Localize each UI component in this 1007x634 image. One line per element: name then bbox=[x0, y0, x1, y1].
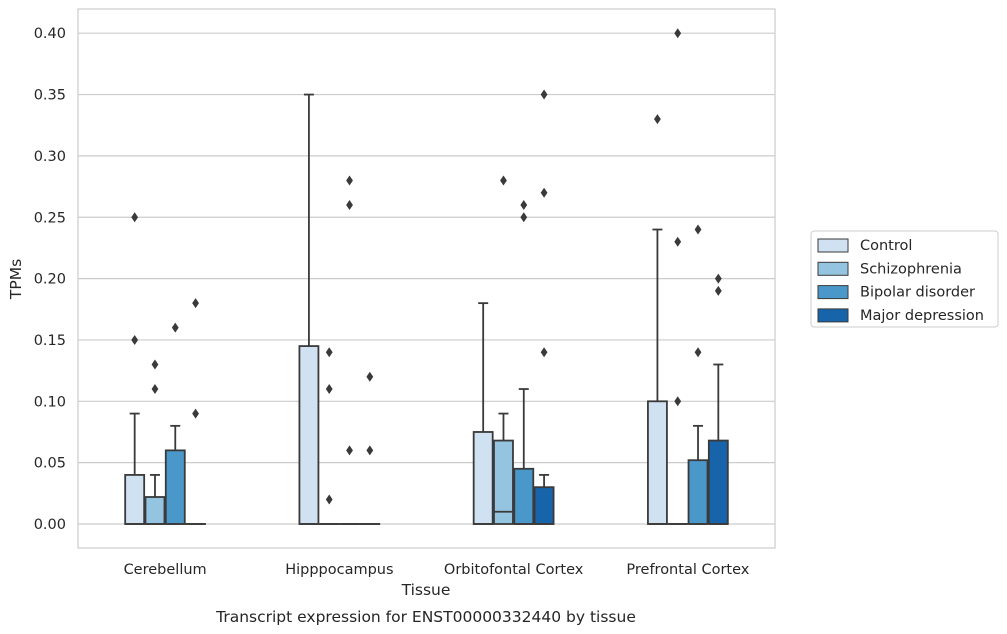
outlier-point bbox=[192, 408, 199, 419]
box-body bbox=[472, 431, 494, 525]
legend-label: Bipolar disorder bbox=[860, 285, 975, 301]
outlier-point bbox=[346, 445, 353, 456]
grid-lines bbox=[78, 32, 775, 525]
x-tick-label: Prefrontal Cortex bbox=[626, 562, 749, 578]
box-body bbox=[164, 449, 186, 525]
legend-label: Control bbox=[860, 238, 912, 254]
y-tick-label: 0.05 bbox=[34, 456, 66, 472]
y-tick-label: 0.25 bbox=[34, 210, 66, 226]
legend-label: Schizophrenia bbox=[860, 261, 962, 277]
legend-swatch bbox=[817, 261, 849, 276]
y-tick-label: 0.10 bbox=[34, 394, 66, 410]
x-tick-label: Hipppocampus bbox=[285, 562, 393, 578]
box-body bbox=[144, 496, 166, 525]
box-body bbox=[707, 439, 729, 525]
x-tick-label: Orbitofontal Cortex bbox=[444, 562, 584, 578]
legend: Control Schizophrenia Bipolar disorder Majo… bbox=[810, 230, 999, 328]
outlier-point bbox=[654, 114, 661, 125]
chart-caption: Transcript expression for ENST0000033244… bbox=[215, 608, 636, 626]
outlier-point bbox=[694, 347, 702, 358]
outlier-point bbox=[366, 445, 374, 456]
x-axis-label: Tissue bbox=[401, 581, 451, 599]
outlier-point bbox=[325, 494, 333, 505]
y-tick-label: 0.20 bbox=[34, 272, 66, 288]
y-axis-label: TPMs bbox=[7, 259, 25, 300]
series-control bbox=[124, 93, 668, 525]
outlier-point bbox=[540, 89, 548, 100]
outlier-point bbox=[674, 396, 682, 407]
outlier-point bbox=[520, 199, 528, 210]
box-body bbox=[124, 474, 146, 525]
outlier-point bbox=[131, 334, 139, 345]
x-tick-labels: Cerebellum Hipppocampus Orbitofontal Corte… bbox=[124, 562, 750, 578]
outlier-point bbox=[325, 384, 333, 395]
outlier-point bbox=[171, 322, 179, 333]
series-schizophrenia bbox=[144, 28, 689, 525]
y-tick-label: 0.40 bbox=[34, 26, 66, 42]
outlier-point bbox=[540, 347, 548, 358]
box-body bbox=[298, 345, 320, 525]
outlier-point bbox=[131, 212, 139, 223]
legend-label: Major depression bbox=[860, 308, 984, 324]
outlier-point bbox=[192, 298, 199, 309]
series-major-depression bbox=[185, 89, 729, 525]
outlier-point bbox=[674, 28, 682, 39]
legend-frame bbox=[810, 230, 999, 328]
outlier-point bbox=[346, 199, 353, 210]
outlier-point bbox=[714, 285, 722, 296]
outlier-point bbox=[346, 175, 353, 186]
legend-swatch bbox=[817, 238, 849, 253]
outlier-point bbox=[151, 384, 159, 395]
y-tick-label: 0.30 bbox=[34, 149, 66, 165]
box-body bbox=[533, 486, 555, 525]
box-body bbox=[687, 459, 709, 525]
outlier-point bbox=[325, 347, 333, 358]
outlier-point bbox=[694, 224, 702, 235]
y-tick-label: 0.15 bbox=[34, 333, 66, 349]
plot-area-frame bbox=[77, 8, 776, 549]
outlier-point bbox=[500, 175, 507, 186]
outlier-point bbox=[151, 359, 159, 370]
y-tick-labels: 0.00 0.05 0.10 0.15 0.20 0.25 0.30 0.35 0.40 bbox=[34, 26, 66, 533]
y-tick-label: 0.35 bbox=[34, 88, 66, 104]
y-tick-label: 0.00 bbox=[34, 517, 66, 533]
legend-swatch bbox=[817, 285, 849, 300]
outlier-point bbox=[714, 273, 722, 284]
outlier-point bbox=[674, 236, 682, 247]
box-body bbox=[493, 439, 514, 525]
series-bipolar-disorder bbox=[164, 175, 709, 525]
box-series bbox=[124, 28, 729, 525]
x-tick-label: Cerebellum bbox=[124, 562, 207, 578]
box-body bbox=[647, 400, 668, 525]
box-body bbox=[513, 467, 535, 525]
legend-swatch bbox=[817, 308, 849, 323]
outlier-point bbox=[366, 371, 374, 382]
outlier-point bbox=[520, 212, 528, 223]
outlier-point bbox=[540, 187, 548, 198]
